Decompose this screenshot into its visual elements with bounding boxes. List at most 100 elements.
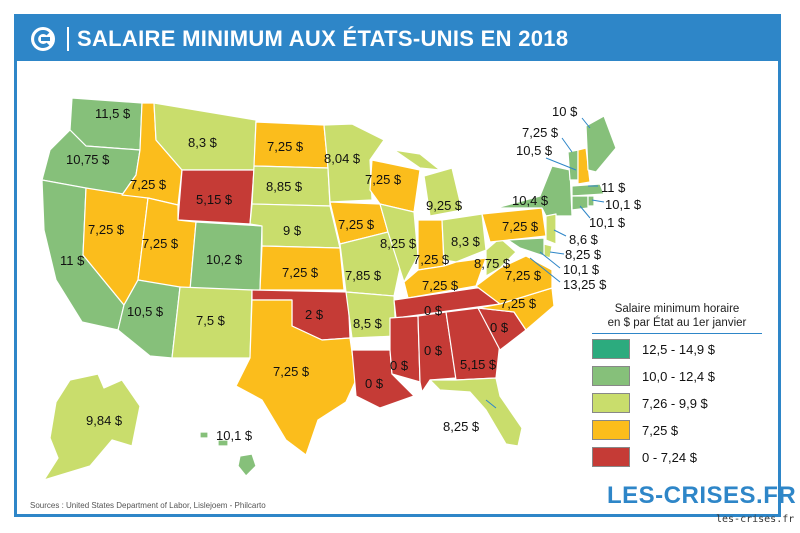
state-label-fl: 8,25 $ [443,419,480,434]
header-bar: SALAIRE MINIMUM AUX ÉTATS-UNIS EN 2018 [17,17,778,61]
state-ks [259,245,345,291]
state-label-ne: 9 $ [283,223,302,238]
state-mo [339,231,401,297]
legend-swatch [592,393,630,413]
legend-label: 7,26 - 9,9 $ [642,395,708,411]
state-ma [571,183,605,197]
state-label-wy: 5,15 $ [196,192,233,207]
legend-swatch [592,366,630,386]
state-label-me: 10 $ [552,104,578,119]
state-label-oh: 8,3 $ [451,234,480,249]
state-label-ny: 10,4 $ [512,193,549,208]
state-label-ca: 11 $ [60,253,85,268]
state-label-az: 10,5 $ [127,304,164,319]
state-label-tx: 7,25 $ [273,364,310,379]
sources-note: Sources : United States Department of La… [30,501,266,510]
legend-item: 7,26 - 9,9 $ [592,393,762,413]
state-hi-2 [217,439,229,447]
state-label-md: 10,1 $ [563,262,600,277]
state-ct [571,195,589,211]
state-label-id: 7,25 $ [130,177,167,192]
state-me [585,115,617,173]
state-label-ks: 7,25 $ [282,265,319,280]
les-crises-logo-icon [31,27,55,51]
state-label-ma: 11 $ [601,180,626,195]
state-label-sc: 0 $ [490,320,509,335]
state-label-ct: 10,1 $ [589,215,626,230]
state-label-mi: 9,25 $ [426,198,463,213]
state-label-co: 10,2 $ [206,252,243,267]
state-ga [445,307,501,381]
state-tx [235,299,357,456]
legend-title-line2: en $ par État au 1er janvier [607,317,747,329]
state-fl [429,377,523,447]
state-vt [567,149,579,181]
state-label-ak: 9,84 $ [86,413,123,428]
legend-title-line1: Salaire minimum horaire [614,303,740,315]
state-hi-3 [199,431,209,439]
legend-label: 10,0 - 12,4 $ [642,368,715,384]
header-separator [67,27,69,51]
map-title: SALAIRE MINIMUM AUX ÉTATS-UNIS EN 2018 [77,26,569,51]
state-label-or: 10,75 $ [66,152,110,167]
legend-label: 12,5 - 14,9 $ [642,341,715,357]
state-label-nm: 7,5 $ [196,313,225,328]
brand-logo-text: LES-CRISES.FR [607,482,797,509]
state-nj [545,213,557,245]
state-label-mn: 8,04 $ [324,151,361,166]
state-label-nv: 7,25 $ [88,222,125,237]
state-label-ms: 0 $ [390,358,409,373]
state-label-dc: 13,25 $ [563,277,607,292]
state-label-sd: 8,85 $ [266,179,303,194]
state-ny [495,165,573,217]
state-oh [441,213,487,263]
legend-item: 0 - 7,24 $ [592,447,762,467]
legend-divider [592,333,762,334]
state-label-pa: 7,25 $ [502,219,539,234]
legend-item: 10,0 - 12,4 $ [592,366,762,386]
legend-label: 7,25 $ [642,422,679,438]
state-label-il: 8,25 $ [380,236,417,251]
state-label-ok: 2 $ [305,307,324,322]
state-label-wv: 8,75 $ [474,256,511,271]
state-label-ia: 7,25 $ [338,217,375,232]
state-ms [389,315,421,383]
state-label-ut: 7,25 $ [142,236,179,251]
state-label-de: 8,25 $ [565,247,602,262]
state-ri [587,195,595,207]
state-label-tn: 0 $ [424,303,443,318]
state-label-wa: 11,5 $ [95,106,131,121]
state-label-nj: 8,6 $ [569,232,598,247]
state-label-al: 0 $ [424,343,443,358]
state-label-wi: 7,25 $ [365,172,402,187]
state-label-ar: 8,5 $ [353,316,382,331]
state-il [379,203,419,283]
state-label-nh: 7,25 $ [522,125,559,140]
state-ak [43,373,141,481]
state-label-la: 0 $ [365,376,384,391]
state-label-va: 7,25 $ [505,268,542,283]
state-label-hi: 10,1 $ [216,428,253,443]
state-label-in: 7,25 $ [413,252,450,267]
leader-lines [485,117,605,409]
state-label-ky: 7,25 $ [422,278,459,293]
state-label-mo: 7,85 $ [345,268,382,283]
state-label-nc: 7,25 $ [500,296,537,311]
legend-label: 0 - 7,24 $ [642,449,697,465]
state-label-ri: 10,1 $ [605,197,642,212]
state-label-mt: 8,3 $ [188,135,217,150]
legend-swatch [592,339,630,359]
legend: Salaire minimum horaire en $ par État au… [592,302,762,474]
legend-item: 12,5 - 14,9 $ [592,339,762,359]
state-label-nd: 7,25 $ [267,139,304,154]
state-mi-up [393,149,441,171]
state-md [507,237,545,257]
state-hi-1 [237,453,257,477]
site-watermark: les-crises.fr [716,514,795,525]
state-ar [345,291,397,339]
legend-item: 7,25 $ [592,420,762,440]
state-mi [423,167,463,217]
state-label-vt: 10,5 $ [516,143,553,158]
legend-swatch [592,420,630,440]
